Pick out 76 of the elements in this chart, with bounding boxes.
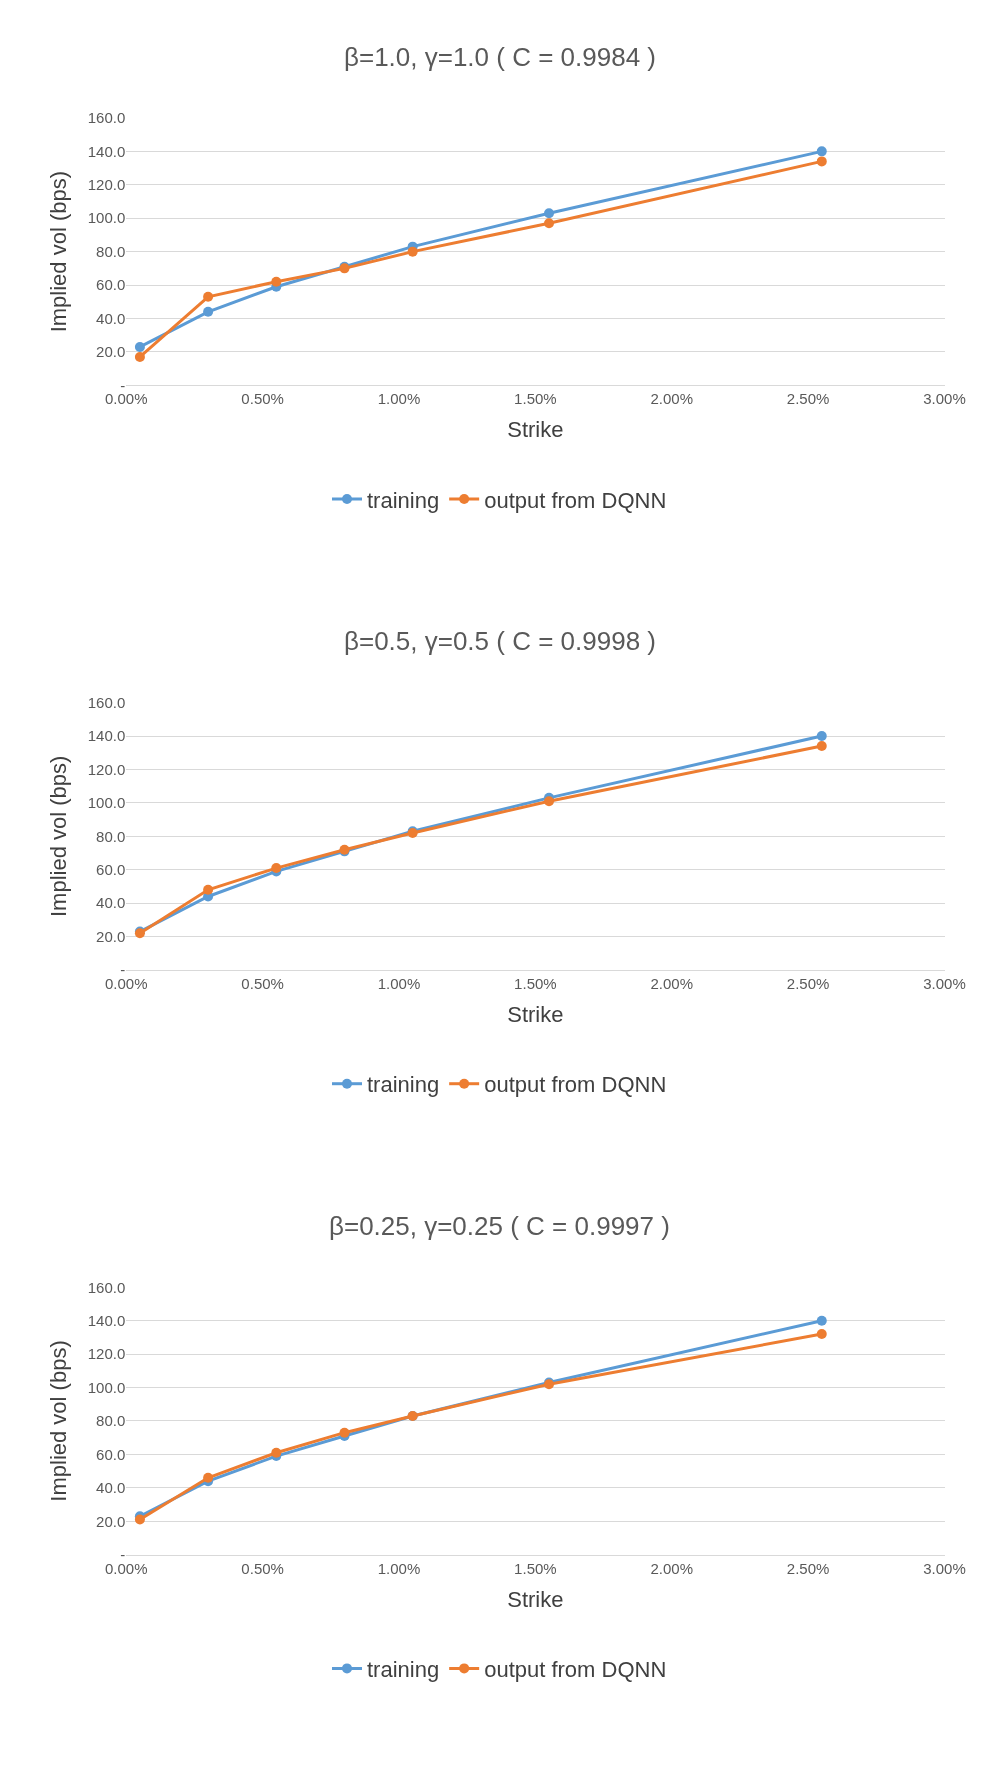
y-tick-label: 80.0	[96, 827, 126, 845]
y-tick-label: 160.0	[87, 1278, 126, 1296]
x-tick-label: 1.00%	[377, 975, 421, 993]
point	[544, 796, 555, 807]
x-axis-title: Strike	[507, 1586, 564, 1612]
point	[203, 291, 214, 302]
legend-label: output from DQNN	[484, 1072, 667, 1098]
y-tick-label: 60.0	[96, 1445, 126, 1463]
point	[134, 341, 145, 352]
x-tick-label: 3.00%	[923, 975, 966, 993]
y-tick-label: 40.0	[96, 894, 126, 912]
x-axis-title: Strike	[507, 1001, 564, 1027]
x-tick-label: 1.00%	[377, 390, 421, 408]
legend-label: output from DQNN	[484, 1656, 667, 1682]
x-tick-label: 0.50%	[241, 975, 284, 993]
point	[816, 741, 827, 752]
y-tick-label: 120.0	[87, 760, 126, 778]
x-tick-label: 2.50%	[786, 1559, 830, 1577]
y-tick-label: 100.0	[87, 794, 126, 812]
y-tick-label: 140.0	[87, 142, 126, 160]
y-tick-label: 80.0	[96, 242, 126, 260]
y-tick-label: 80.0	[96, 1412, 126, 1430]
y-tick-label: 100.0	[87, 1378, 126, 1396]
y-tick-label: 160.0	[87, 109, 126, 127]
point	[203, 1472, 214, 1483]
point	[816, 156, 827, 167]
point	[407, 246, 418, 257]
point	[816, 146, 827, 157]
point	[816, 1315, 827, 1326]
y-axis-title: Implied vol (bps)	[45, 755, 71, 918]
y-tick-label: 20.0	[96, 927, 126, 945]
legend-label: output from DQNN	[484, 487, 667, 513]
y-tick-label: 20.0	[96, 343, 126, 361]
x-tick-label: 2.50%	[786, 975, 830, 993]
chart-title: β=1.0, γ=1.0 ( C = 0.9984 )	[344, 42, 656, 72]
point	[816, 1329, 827, 1340]
x-tick-label: 3.00%	[923, 1559, 966, 1577]
point	[203, 884, 214, 895]
point	[271, 276, 282, 287]
y-axis-title: Implied vol (bps)	[45, 170, 71, 333]
x-tick-label: 1.50%	[514, 390, 557, 408]
x-tick-label: 0.50%	[241, 1559, 284, 1577]
y-tick-label: 120.0	[87, 176, 126, 194]
x-tick-label: 2.00%	[650, 975, 694, 993]
legend-label: training	[367, 487, 440, 513]
legend-label: training	[367, 1656, 440, 1682]
point	[544, 208, 555, 219]
chart-title: β=0.25, γ=0.25 ( C = 0.9997 )	[329, 1211, 670, 1241]
y-tick-label: 40.0	[96, 309, 126, 327]
x-tick-label: 2.00%	[650, 1559, 694, 1577]
y-tick-label: 140.0	[87, 727, 126, 745]
x-axis-title: Strike	[507, 417, 564, 443]
point	[816, 731, 827, 742]
point	[203, 306, 214, 317]
y-tick-label: 60.0	[96, 276, 126, 294]
y-tick-label: 160.0	[87, 693, 126, 711]
x-tick-label: 1.50%	[514, 1559, 557, 1577]
legend-label: training	[367, 1072, 440, 1098]
x-tick-label: 2.00%	[650, 390, 694, 408]
point	[544, 218, 555, 229]
x-tick-label: 2.50%	[786, 390, 830, 408]
chart-title: β=0.5, γ=0.5 ( C = 0.9998 )	[344, 626, 656, 656]
y-tick-label: 100.0	[87, 209, 126, 227]
x-tick-label: 1.00%	[377, 1559, 421, 1577]
y-tick-label: 60.0	[96, 860, 126, 878]
x-tick-label: 3.00%	[923, 390, 966, 408]
x-tick-label: 1.50%	[514, 975, 557, 993]
y-tick-label: 120.0	[87, 1345, 126, 1363]
point	[134, 351, 145, 362]
x-tick-label: 0.50%	[241, 390, 284, 408]
y-tick-label: 40.0	[96, 1479, 126, 1497]
y-tick-label: 140.0	[87, 1311, 126, 1329]
point	[339, 1427, 350, 1438]
y-tick-label: 20.0	[96, 1512, 126, 1530]
y-axis-title: Implied vol (bps)	[45, 1340, 71, 1502]
point	[271, 1447, 282, 1458]
